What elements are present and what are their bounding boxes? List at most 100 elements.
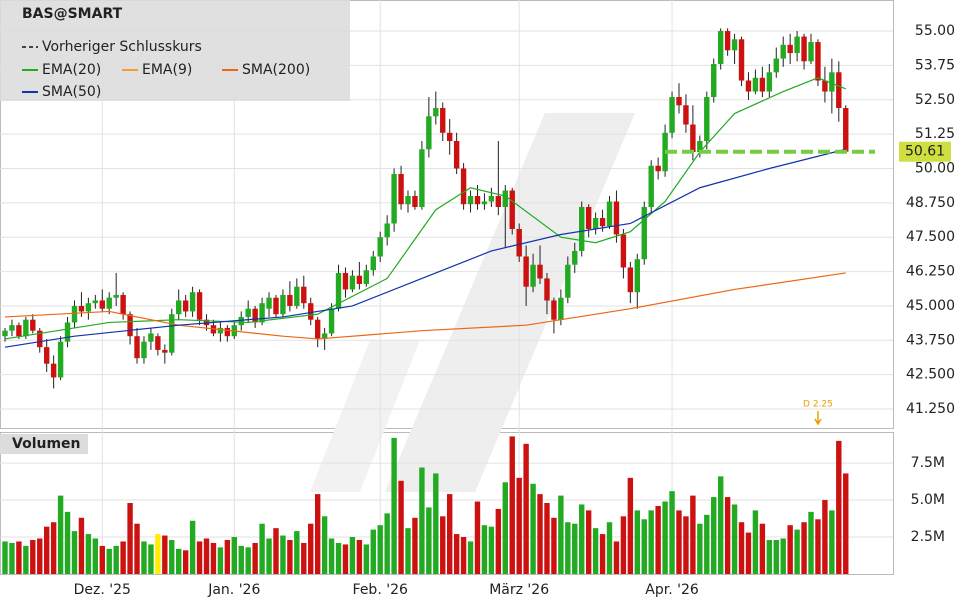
volume-bar bbox=[210, 542, 217, 574]
candle-body bbox=[773, 58, 779, 73]
candle-body bbox=[481, 201, 488, 205]
legend-label: EMA(9) bbox=[142, 62, 192, 78]
volume-bar bbox=[697, 523, 703, 574]
volume-bar bbox=[294, 531, 300, 574]
candle-body bbox=[516, 228, 522, 257]
candle-body bbox=[273, 297, 279, 315]
volume-bar bbox=[683, 516, 689, 574]
candle-body bbox=[460, 168, 467, 205]
volume-bar bbox=[356, 539, 363, 574]
candle-body bbox=[356, 275, 363, 284]
volume-bar bbox=[495, 508, 502, 574]
candle-body bbox=[537, 264, 543, 279]
candle-body bbox=[363, 270, 370, 284]
candle-body bbox=[759, 77, 766, 92]
volume-title: Volumen bbox=[12, 436, 81, 452]
volume-bar bbox=[71, 531, 78, 574]
candle-body bbox=[134, 336, 140, 359]
candle-body bbox=[189, 292, 196, 312]
volume-bar bbox=[426, 507, 432, 574]
volume-bar bbox=[370, 529, 376, 574]
candle-body bbox=[794, 36, 800, 54]
volume-bar bbox=[120, 541, 126, 574]
volume-bar bbox=[815, 519, 821, 574]
candle-body bbox=[23, 319, 29, 337]
volume-bar bbox=[64, 511, 71, 574]
volume-bar bbox=[308, 523, 314, 574]
volume-bar bbox=[731, 504, 738, 574]
candle-body bbox=[843, 108, 849, 152]
x-tick-label: März '26 bbox=[489, 582, 549, 598]
candle-body bbox=[565, 264, 571, 298]
candle-body bbox=[433, 108, 439, 117]
volume-bar bbox=[273, 528, 279, 574]
volume-bar bbox=[488, 526, 495, 574]
candle-body bbox=[551, 300, 557, 320]
volume-bar bbox=[342, 544, 349, 574]
volume-bar bbox=[433, 473, 439, 574]
candle-body bbox=[294, 286, 300, 306]
candle-body bbox=[92, 300, 99, 304]
volume-bar bbox=[843, 473, 849, 574]
watermark bbox=[310, 340, 420, 492]
volume-bar bbox=[162, 535, 168, 574]
candle-body bbox=[57, 341, 64, 378]
candle-body bbox=[704, 97, 710, 142]
candle-body bbox=[266, 297, 272, 309]
volume-bar bbox=[613, 541, 620, 574]
candle-body bbox=[766, 72, 773, 92]
volume-bar bbox=[238, 545, 244, 574]
indicator-line bbox=[4, 77, 846, 340]
candle-body bbox=[321, 333, 328, 339]
volume-bar bbox=[558, 495, 564, 574]
volume-bar bbox=[85, 534, 92, 574]
candle-body bbox=[78, 305, 85, 312]
legend-label: SMA(50) bbox=[42, 84, 101, 100]
volume-bar bbox=[419, 467, 425, 574]
volume-bar bbox=[405, 528, 411, 574]
candle-body bbox=[579, 206, 585, 251]
candle-body bbox=[377, 237, 383, 257]
candle-body bbox=[314, 319, 321, 339]
volume-bar bbox=[384, 513, 390, 574]
candle-body bbox=[585, 206, 592, 229]
candle-body bbox=[405, 195, 411, 205]
candle-body bbox=[141, 341, 147, 359]
y-tick-label: 50.00 bbox=[915, 161, 955, 177]
volume-bar bbox=[280, 535, 286, 574]
volume-bar bbox=[599, 534, 606, 574]
volume-bar bbox=[169, 539, 175, 574]
candle-body bbox=[440, 108, 446, 133]
candle-body bbox=[30, 319, 36, 331]
volume-bar bbox=[99, 545, 105, 574]
candle-body bbox=[745, 80, 752, 92]
candle-body bbox=[669, 97, 675, 133]
candle-body bbox=[148, 333, 154, 342]
volume-title-box bbox=[0, 434, 88, 454]
candle-body bbox=[398, 174, 404, 205]
volume-bar bbox=[349, 537, 356, 574]
candle-body bbox=[238, 316, 244, 326]
candle-body bbox=[370, 256, 376, 271]
volume-bar bbox=[662, 501, 668, 574]
volume-bar bbox=[266, 538, 272, 574]
candle-body bbox=[64, 322, 71, 342]
volume-bar bbox=[752, 510, 759, 574]
volume-bar bbox=[57, 495, 64, 574]
candle-body bbox=[752, 77, 759, 92]
volume-bar bbox=[766, 539, 773, 574]
candle-body bbox=[606, 201, 613, 227]
candle-body bbox=[467, 195, 474, 205]
volume-bar bbox=[301, 542, 307, 574]
volume-bar bbox=[836, 440, 842, 574]
volume-bar bbox=[245, 547, 251, 574]
indicator-line bbox=[4, 272, 846, 340]
volume-bar bbox=[724, 497, 731, 574]
candle-body bbox=[801, 36, 807, 62]
candle-body bbox=[16, 325, 22, 337]
candle-body bbox=[509, 190, 515, 229]
candle-body bbox=[196, 292, 203, 320]
volume-bar bbox=[474, 501, 481, 574]
volume-bar bbox=[127, 503, 133, 574]
